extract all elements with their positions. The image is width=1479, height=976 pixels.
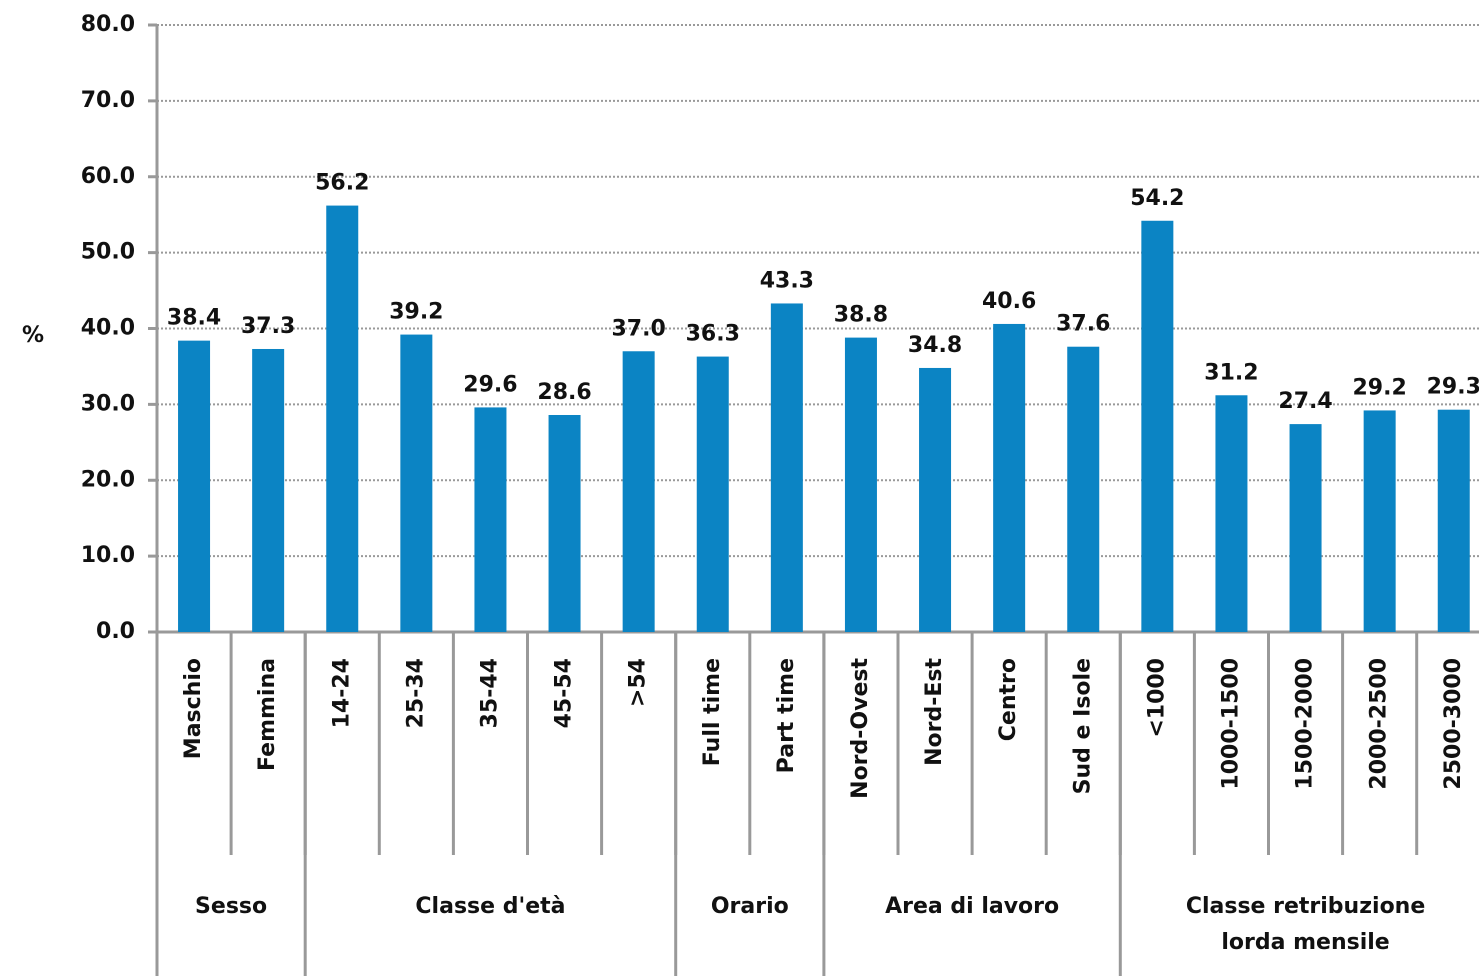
value-label: 37.6: [1056, 312, 1110, 337]
x-tick-label: Part time: [774, 658, 799, 773]
value-label: 38.8: [834, 303, 888, 328]
value-label: 28.6: [537, 380, 591, 405]
group-label: Classe d'età: [415, 894, 565, 919]
bar: [1141, 220, 1174, 632]
bar: [1437, 409, 1470, 632]
value-label: 27.4: [1278, 389, 1332, 414]
bar: [548, 414, 581, 632]
bar: [400, 334, 433, 632]
x-tick-label: 2500-3000: [1441, 658, 1466, 790]
value-label: 29.6: [463, 372, 517, 397]
value-label: 54.2: [1130, 186, 1184, 211]
x-tick-label: 1500-2000: [1293, 658, 1318, 790]
group-label: lorda mensile: [1221, 930, 1389, 955]
bar: [474, 407, 507, 632]
value-label: 29.3: [1427, 375, 1479, 400]
x-tick-label: Maschio: [181, 658, 206, 759]
x-tick-label: 35-44: [477, 658, 502, 728]
y-tick-label: 60.0: [81, 164, 135, 189]
bar: [770, 303, 803, 632]
group-label: Orario: [711, 894, 789, 919]
value-label: 37.3: [241, 314, 295, 339]
bar: [1289, 424, 1322, 632]
x-tick-label: 25-34: [403, 658, 428, 728]
x-tick-label: Nord-Est: [922, 658, 947, 766]
y-tick-label: 40.0: [81, 316, 135, 341]
bar: [1067, 346, 1100, 632]
bar: [178, 340, 211, 632]
x-tick-label: >54: [626, 658, 651, 707]
value-label: 43.3: [760, 268, 814, 293]
group-label: Area di lavoro: [885, 894, 1059, 919]
bar: [622, 351, 655, 632]
x-tick-label: Centro: [996, 658, 1021, 741]
x-tick-label: Femmina: [255, 658, 280, 771]
value-label: 29.2: [1353, 375, 1407, 400]
group-label: Classe retribuzione: [1186, 894, 1425, 919]
x-tick-label: Sud e Isole: [1070, 658, 1095, 794]
value-label: 31.2: [1204, 360, 1258, 385]
y-axis-label: %: [22, 323, 44, 348]
bar: [844, 337, 877, 632]
x-tick-label: Full time: [700, 658, 725, 766]
bar: [919, 367, 952, 632]
value-label: 37.0: [612, 316, 666, 341]
bar: [1363, 410, 1396, 632]
x-tick-label: <1000: [1144, 658, 1169, 738]
y-tick-label: 0.0: [96, 619, 135, 644]
y-tick-label: 30.0: [81, 391, 135, 416]
y-tick-label: 80.0: [81, 12, 135, 37]
bar: [1215, 395, 1248, 632]
group-label: Sesso: [195, 894, 267, 919]
bar: [326, 205, 359, 632]
x-tick-label: 14-24: [329, 658, 354, 728]
x-tick-label: 45-54: [552, 658, 577, 728]
bar: [993, 323, 1026, 632]
y-tick-label: 10.0: [81, 543, 135, 568]
y-tick-label: 70.0: [81, 88, 135, 113]
bar: [252, 348, 285, 632]
y-tick-label: 20.0: [81, 467, 135, 492]
x-tick-label: Nord-Ovest: [848, 658, 873, 799]
value-label: 34.8: [908, 333, 962, 358]
value-label: 56.2: [315, 171, 369, 196]
x-tick-label: 2000-2500: [1367, 658, 1392, 790]
value-label: 36.3: [686, 322, 740, 347]
value-label: 39.2: [389, 300, 443, 325]
y-tick-label: 50.0: [81, 240, 135, 265]
value-label: 40.6: [982, 289, 1036, 314]
x-tick-label: 1000-1500: [1218, 658, 1243, 790]
bar: [696, 356, 729, 632]
value-label: 38.4: [167, 306, 221, 331]
